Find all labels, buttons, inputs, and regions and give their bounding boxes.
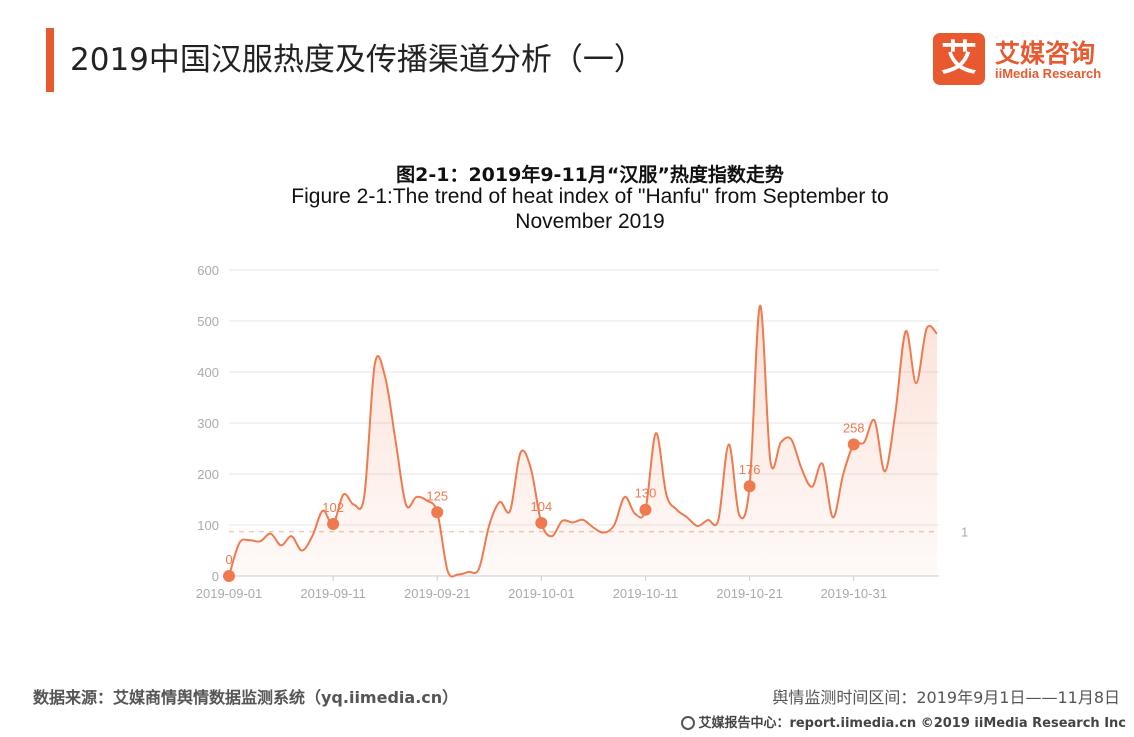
data-point-label: 104	[531, 499, 553, 514]
y-tick-label: 400	[197, 365, 219, 380]
y-tick-label: 0	[212, 569, 219, 584]
data-point-label: 0	[225, 552, 232, 567]
reference-line-label: 1	[961, 525, 968, 540]
data-point-label: 130	[635, 486, 657, 501]
logo-name: 艾媒咨询	[995, 39, 1096, 68]
data-point-label: 258	[843, 420, 865, 435]
title-accent-bar	[46, 28, 54, 92]
chart-subtitle-line1: Figure 2-1:The trend of heat index of "H…	[291, 185, 889, 208]
data-point-marker	[431, 506, 444, 519]
data-point-label: 125	[426, 488, 448, 503]
y-tick-label: 300	[197, 416, 219, 431]
y-tick-label: 500	[197, 314, 219, 329]
series-line	[228, 304, 938, 578]
data-point-marker	[535, 516, 548, 529]
x-tick-label: 2019-09-01	[196, 586, 263, 601]
data-point-marker	[743, 480, 756, 493]
series-area	[229, 305, 937, 577]
x-tick-label: 2019-10-31	[820, 586, 887, 601]
logo-subtitle: iiMedia Research	[995, 66, 1102, 81]
logo-mark-icon: 艾	[933, 33, 985, 85]
x-tick-label: 2019-09-11	[300, 586, 366, 601]
page-title: 2019中国汉服热度及传播渠道分析（一）	[70, 42, 645, 78]
monitor-period: 舆情监测时间区间：2019年9月1日——11月8日	[772, 688, 1120, 707]
chart-subtitle-line2: November 2019	[515, 210, 665, 233]
y-tick-label: 600	[197, 263, 219, 278]
x-tick-label: 2019-10-21	[716, 586, 783, 601]
report-center-text: 艾媒报告中心：report.iimedia.cn ©2019 iiMedia R…	[698, 716, 1126, 731]
data-source: 数据来源：艾媒商情舆情数据监测系统（yq.iimedia.cn）	[33, 688, 459, 707]
x-tick-label: 2019-10-01	[508, 586, 575, 601]
data-point-marker	[639, 503, 652, 516]
data-point-marker	[327, 517, 340, 530]
data-point-marker	[847, 438, 860, 451]
brand-logo: 艾 艾媒咨询 iiMedia Research	[933, 33, 1123, 89]
x-tick-label: 2019-10-11	[613, 586, 679, 601]
data-point-label: 102	[322, 500, 344, 515]
data-point-label: 176	[739, 462, 761, 477]
y-tick-label: 100	[197, 518, 219, 533]
chart-title: 图2-1：2019年9-11月“汉服”热度指数走势	[396, 164, 784, 186]
y-tick-label: 200	[197, 467, 219, 482]
x-tick-label: 2019-09-21	[404, 586, 471, 601]
report-center-footer: 艾媒报告中心：report.iimedia.cn ©2019 iiMedia R…	[681, 712, 1126, 731]
globe-icon	[681, 716, 696, 730]
data-point-marker	[223, 570, 235, 582]
